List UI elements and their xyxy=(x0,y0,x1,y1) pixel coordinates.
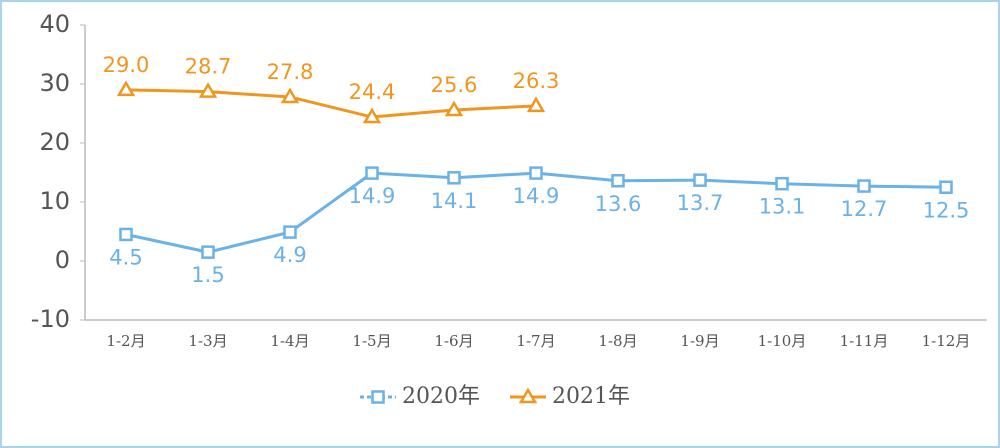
x-tick-label: 1-6月 xyxy=(434,332,473,350)
data-label: 14.9 xyxy=(513,184,560,208)
point xyxy=(280,87,300,104)
x-tick-label: 1-4月 xyxy=(270,332,309,350)
y-tick-label: 10 xyxy=(39,187,70,215)
point xyxy=(116,80,136,97)
x-tick-label: 1-2月 xyxy=(106,332,145,350)
data-label: 13.7 xyxy=(677,191,724,215)
point xyxy=(444,100,464,117)
data-label: 14.9 xyxy=(349,184,396,208)
data-label: 1.5 xyxy=(191,263,224,287)
x-tick-label: 1-11月 xyxy=(840,332,889,350)
point xyxy=(362,107,382,124)
point xyxy=(283,225,297,239)
data-label: 14.1 xyxy=(431,189,478,213)
legend-label: 2021年 xyxy=(552,384,630,409)
x-tick-label: 1-3月 xyxy=(188,332,227,350)
x-tick-label: 1-10月 xyxy=(758,332,807,350)
y-tick-label: 40 xyxy=(39,10,70,38)
point xyxy=(198,82,218,98)
data-label: 13.6 xyxy=(595,192,642,216)
y-tick-label: 20 xyxy=(39,128,70,156)
legend-label: 2020年 xyxy=(402,384,480,409)
legend-marker xyxy=(518,387,538,404)
data-label: 25.6 xyxy=(431,73,478,97)
point xyxy=(529,166,543,180)
data-label: 29.0 xyxy=(103,53,150,77)
data-label: 4.9 xyxy=(273,243,306,267)
data-label: 27.8 xyxy=(267,60,314,84)
y-tick-label: -10 xyxy=(31,305,70,333)
data-label: 12.5 xyxy=(923,198,970,222)
y-tick-label: 0 xyxy=(55,246,70,274)
x-tick-label: 1-7月 xyxy=(516,332,555,350)
point xyxy=(693,173,707,187)
point xyxy=(201,245,215,259)
x-tick-label: 1-5月 xyxy=(352,332,391,350)
data-label: 13.1 xyxy=(759,195,806,219)
x-tick-label: 1-8月 xyxy=(598,332,637,350)
point xyxy=(775,176,789,191)
point xyxy=(526,96,546,113)
data-label: 12.7 xyxy=(841,197,888,221)
data-label: 26.3 xyxy=(513,69,560,93)
series-line xyxy=(125,88,537,119)
point xyxy=(447,171,461,185)
point xyxy=(939,180,953,194)
legend-marker xyxy=(371,390,385,404)
point xyxy=(365,166,379,180)
x-tick-label: 1-12月 xyxy=(922,332,971,350)
data-label: 24.4 xyxy=(349,80,396,104)
point xyxy=(119,227,133,242)
data-label: 28.7 xyxy=(185,55,232,79)
x-tick-label: 1-9月 xyxy=(680,332,719,350)
data-label: 4.5 xyxy=(109,245,142,269)
point xyxy=(611,174,625,188)
point xyxy=(857,179,871,193)
y-tick-label: 30 xyxy=(39,69,70,97)
